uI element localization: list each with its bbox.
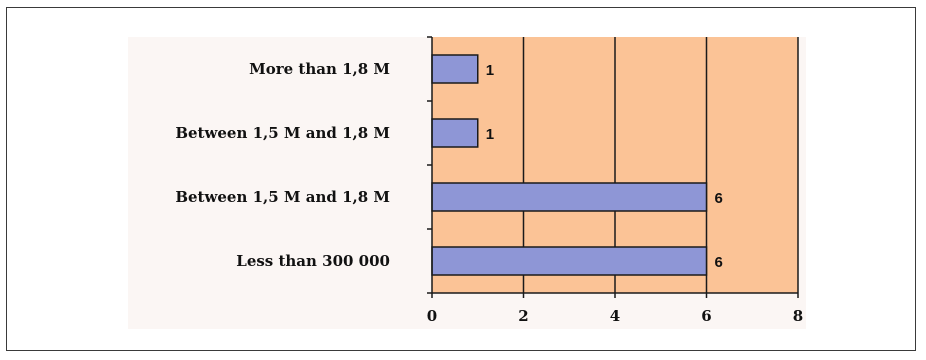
- category-label: More than 1,8 M: [249, 60, 390, 78]
- category-label: Between 1,5 M and 1,8 M: [175, 188, 390, 206]
- category-label: Between 1,5 M and 1,8 M: [175, 124, 390, 142]
- category-labels: More than 1,8 M Between 1,5 M and 1,8 M Be…: [175, 60, 390, 270]
- x-tick-label: 6: [701, 307, 711, 325]
- bar: [431, 118, 479, 148]
- x-tick-label: 4: [610, 307, 620, 325]
- data-labels: 1 1 6 6: [486, 62, 723, 271]
- category-label: Less than 300 000: [236, 252, 390, 270]
- x-tick-label: 2: [518, 307, 528, 325]
- x-tick-label: 0: [427, 307, 437, 325]
- x-axis-ticks: 0 2 4 6 8: [427, 293, 803, 325]
- bar: [431, 54, 479, 84]
- data-label: 6: [715, 190, 723, 207]
- y-axis-ticks: [427, 36, 432, 294]
- data-label: 6: [715, 254, 723, 271]
- x-tick-label: 8: [793, 307, 803, 325]
- bar: [431, 182, 708, 212]
- bar: [431, 246, 708, 276]
- data-label: 1: [486, 126, 494, 143]
- data-label: 1: [486, 62, 494, 79]
